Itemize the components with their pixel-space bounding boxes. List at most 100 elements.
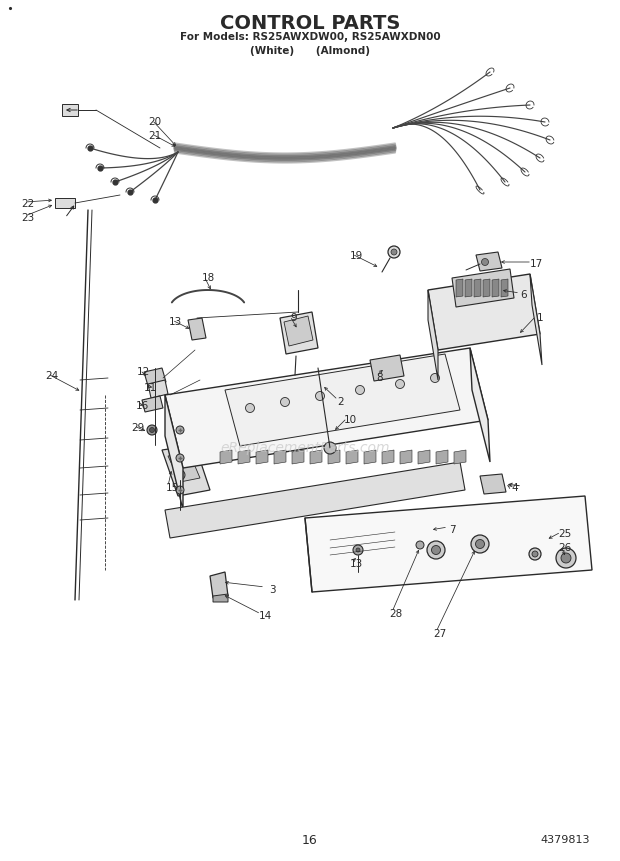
Polygon shape [476, 252, 502, 271]
Polygon shape [165, 462, 465, 538]
Polygon shape [284, 316, 313, 346]
Polygon shape [530, 274, 542, 365]
Circle shape [396, 380, 404, 388]
Polygon shape [168, 452, 200, 482]
Text: 17: 17 [529, 259, 542, 269]
Polygon shape [370, 355, 404, 381]
Text: 18: 18 [202, 273, 215, 283]
Polygon shape [328, 450, 340, 464]
Text: 4379813: 4379813 [541, 835, 590, 845]
Polygon shape [144, 368, 166, 386]
Circle shape [176, 426, 184, 434]
Polygon shape [213, 594, 228, 602]
Polygon shape [165, 348, 488, 468]
Circle shape [176, 454, 184, 462]
Circle shape [149, 428, 154, 432]
Text: eReplacementParts.com: eReplacementParts.com [220, 441, 390, 455]
Circle shape [355, 386, 365, 394]
Polygon shape [55, 198, 75, 208]
Polygon shape [148, 380, 168, 398]
Polygon shape [474, 279, 481, 297]
Polygon shape [238, 450, 250, 464]
Polygon shape [165, 395, 183, 510]
Circle shape [356, 548, 360, 552]
Circle shape [556, 548, 576, 568]
Text: 29: 29 [131, 423, 144, 433]
Text: 2: 2 [338, 397, 344, 407]
Polygon shape [483, 279, 490, 297]
Text: 14: 14 [259, 611, 272, 621]
Polygon shape [225, 354, 460, 446]
Text: 6: 6 [521, 290, 528, 300]
Circle shape [416, 541, 424, 549]
Text: 7: 7 [449, 525, 455, 535]
Text: 4: 4 [512, 483, 518, 493]
Polygon shape [456, 279, 463, 297]
Circle shape [280, 398, 290, 406]
Circle shape [529, 548, 541, 560]
Circle shape [147, 425, 157, 435]
Text: 26: 26 [559, 543, 572, 553]
Text: 1: 1 [537, 313, 543, 323]
Text: 20: 20 [148, 117, 162, 127]
Polygon shape [454, 450, 466, 464]
Polygon shape [210, 572, 228, 598]
Text: 16: 16 [135, 401, 149, 411]
Text: 10: 10 [343, 415, 356, 425]
Polygon shape [436, 450, 448, 464]
Circle shape [532, 551, 538, 557]
Polygon shape [310, 450, 322, 464]
Text: For Models: RS25AWXDW00, RS25AWXDN00: For Models: RS25AWXDW00, RS25AWXDN00 [180, 32, 440, 42]
Circle shape [316, 392, 324, 400]
Polygon shape [501, 279, 508, 297]
Text: 25: 25 [559, 529, 572, 539]
Text: CONTROL PARTS: CONTROL PARTS [220, 14, 400, 33]
Text: 13: 13 [169, 317, 182, 327]
Circle shape [175, 470, 185, 480]
Polygon shape [400, 450, 412, 464]
Text: 27: 27 [433, 629, 446, 639]
Circle shape [482, 258, 489, 265]
Text: 13: 13 [350, 559, 363, 569]
Text: 12: 12 [136, 367, 149, 377]
Circle shape [476, 540, 484, 548]
Polygon shape [280, 312, 318, 354]
Circle shape [391, 249, 397, 255]
Polygon shape [305, 496, 592, 592]
Polygon shape [364, 450, 376, 464]
Text: 9: 9 [291, 313, 298, 323]
Polygon shape [274, 450, 286, 464]
Circle shape [324, 442, 336, 454]
Circle shape [430, 374, 440, 382]
Text: 21: 21 [148, 131, 162, 141]
Polygon shape [428, 290, 438, 380]
Circle shape [432, 546, 440, 554]
Polygon shape [346, 450, 358, 464]
Text: 23: 23 [21, 213, 35, 223]
Text: 24: 24 [45, 371, 59, 381]
Circle shape [561, 553, 571, 563]
Polygon shape [418, 450, 430, 464]
Circle shape [176, 486, 184, 494]
Polygon shape [492, 279, 499, 297]
Text: 19: 19 [350, 251, 363, 261]
Circle shape [246, 404, 254, 412]
Circle shape [353, 545, 363, 555]
Polygon shape [220, 450, 232, 464]
Circle shape [471, 535, 489, 553]
Polygon shape [470, 348, 490, 462]
Text: 11: 11 [143, 383, 157, 393]
Polygon shape [292, 450, 304, 464]
Text: 15: 15 [166, 483, 179, 493]
Polygon shape [465, 279, 472, 297]
Circle shape [427, 541, 445, 559]
Text: 3: 3 [268, 585, 275, 595]
Polygon shape [62, 104, 78, 116]
Polygon shape [480, 474, 506, 494]
Polygon shape [256, 450, 268, 464]
Polygon shape [142, 396, 163, 412]
Text: 28: 28 [389, 609, 402, 619]
Polygon shape [382, 450, 394, 464]
Polygon shape [452, 269, 514, 307]
Polygon shape [428, 274, 540, 350]
